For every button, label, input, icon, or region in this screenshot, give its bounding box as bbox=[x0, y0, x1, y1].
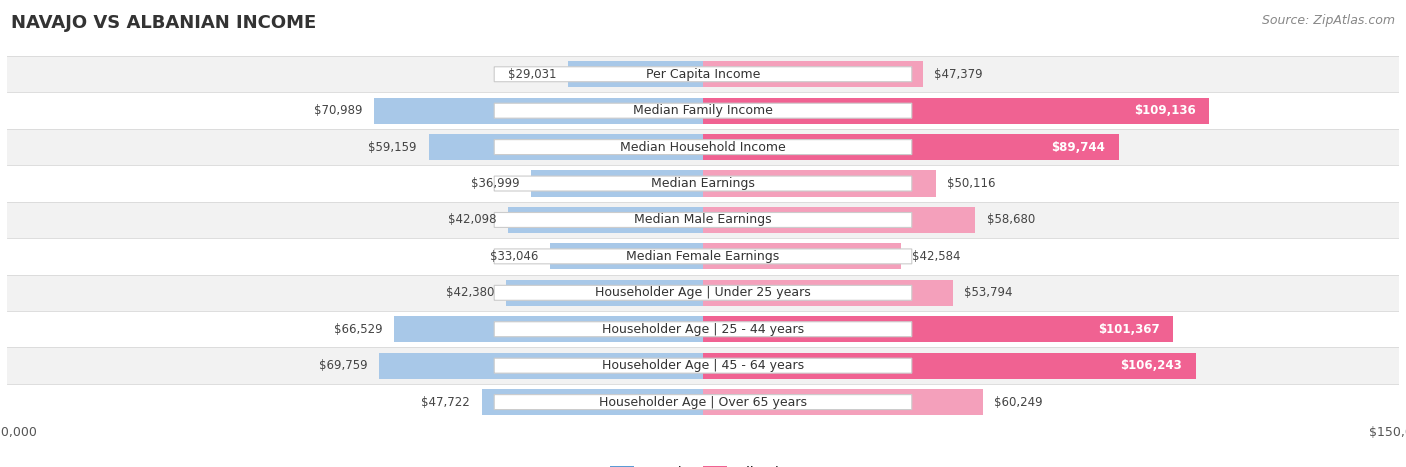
FancyBboxPatch shape bbox=[494, 285, 912, 300]
Text: $101,367: $101,367 bbox=[1098, 323, 1160, 336]
Bar bbox=[703, 61, 922, 87]
Text: Median Household Income: Median Household Income bbox=[620, 141, 786, 154]
Bar bbox=[7, 202, 1399, 238]
Text: $50,116: $50,116 bbox=[948, 177, 995, 190]
Bar bbox=[7, 347, 1399, 384]
Text: Householder Age | Over 65 years: Householder Age | Over 65 years bbox=[599, 396, 807, 409]
Text: $42,584: $42,584 bbox=[912, 250, 960, 263]
Text: $36,999: $36,999 bbox=[471, 177, 520, 190]
Bar bbox=[394, 316, 703, 342]
Bar bbox=[7, 238, 1399, 275]
Bar bbox=[7, 92, 1399, 129]
Text: $53,794: $53,794 bbox=[965, 286, 1012, 299]
Text: Median Male Earnings: Median Male Earnings bbox=[634, 213, 772, 226]
Text: $33,046: $33,046 bbox=[489, 250, 538, 263]
Bar bbox=[703, 207, 976, 233]
Text: $89,744: $89,744 bbox=[1052, 141, 1105, 154]
Text: Median Earnings: Median Earnings bbox=[651, 177, 755, 190]
FancyBboxPatch shape bbox=[494, 140, 912, 155]
Text: Median Female Earnings: Median Female Earnings bbox=[627, 250, 779, 263]
Text: Median Family Income: Median Family Income bbox=[633, 104, 773, 117]
Text: $58,680: $58,680 bbox=[987, 213, 1035, 226]
Bar bbox=[7, 311, 1399, 347]
Text: Householder Age | Under 25 years: Householder Age | Under 25 years bbox=[595, 286, 811, 299]
FancyBboxPatch shape bbox=[494, 103, 912, 118]
Text: $106,243: $106,243 bbox=[1121, 359, 1182, 372]
Bar bbox=[7, 275, 1399, 311]
Bar bbox=[429, 134, 703, 160]
Text: $60,249: $60,249 bbox=[994, 396, 1043, 409]
Bar bbox=[531, 170, 703, 197]
Bar bbox=[506, 280, 703, 306]
Bar bbox=[7, 129, 1399, 165]
Bar bbox=[703, 170, 935, 197]
Text: $47,722: $47,722 bbox=[422, 396, 470, 409]
Bar bbox=[568, 61, 703, 87]
Bar bbox=[703, 389, 983, 415]
Text: Per Capita Income: Per Capita Income bbox=[645, 68, 761, 81]
Bar bbox=[374, 98, 703, 124]
Bar bbox=[703, 353, 1197, 379]
Bar bbox=[703, 134, 1119, 160]
Bar bbox=[703, 316, 1174, 342]
Bar bbox=[703, 280, 953, 306]
FancyBboxPatch shape bbox=[494, 249, 912, 264]
Text: $42,098: $42,098 bbox=[447, 213, 496, 226]
FancyBboxPatch shape bbox=[494, 212, 912, 227]
Legend: Navajo, Albanian: Navajo, Albanian bbox=[610, 466, 796, 467]
Bar bbox=[550, 243, 703, 269]
Text: $59,159: $59,159 bbox=[368, 141, 418, 154]
Bar bbox=[482, 389, 703, 415]
Bar bbox=[508, 207, 703, 233]
Text: $69,759: $69,759 bbox=[319, 359, 368, 372]
Text: Householder Age | 45 - 64 years: Householder Age | 45 - 64 years bbox=[602, 359, 804, 372]
Text: $70,989: $70,989 bbox=[314, 104, 361, 117]
Bar bbox=[703, 243, 901, 269]
Bar bbox=[703, 98, 1209, 124]
Text: $47,379: $47,379 bbox=[935, 68, 983, 81]
FancyBboxPatch shape bbox=[494, 322, 912, 337]
Bar bbox=[7, 165, 1399, 202]
Bar bbox=[380, 353, 703, 379]
FancyBboxPatch shape bbox=[494, 395, 912, 410]
Text: $66,529: $66,529 bbox=[335, 323, 382, 336]
FancyBboxPatch shape bbox=[494, 176, 912, 191]
Text: NAVAJO VS ALBANIAN INCOME: NAVAJO VS ALBANIAN INCOME bbox=[11, 14, 316, 32]
Text: Householder Age | 25 - 44 years: Householder Age | 25 - 44 years bbox=[602, 323, 804, 336]
FancyBboxPatch shape bbox=[494, 67, 912, 82]
Bar bbox=[7, 384, 1399, 420]
Text: $42,380: $42,380 bbox=[446, 286, 495, 299]
FancyBboxPatch shape bbox=[494, 358, 912, 373]
Text: $29,031: $29,031 bbox=[508, 68, 557, 81]
Bar bbox=[7, 56, 1399, 92]
Text: Source: ZipAtlas.com: Source: ZipAtlas.com bbox=[1261, 14, 1395, 27]
Text: $109,136: $109,136 bbox=[1133, 104, 1195, 117]
